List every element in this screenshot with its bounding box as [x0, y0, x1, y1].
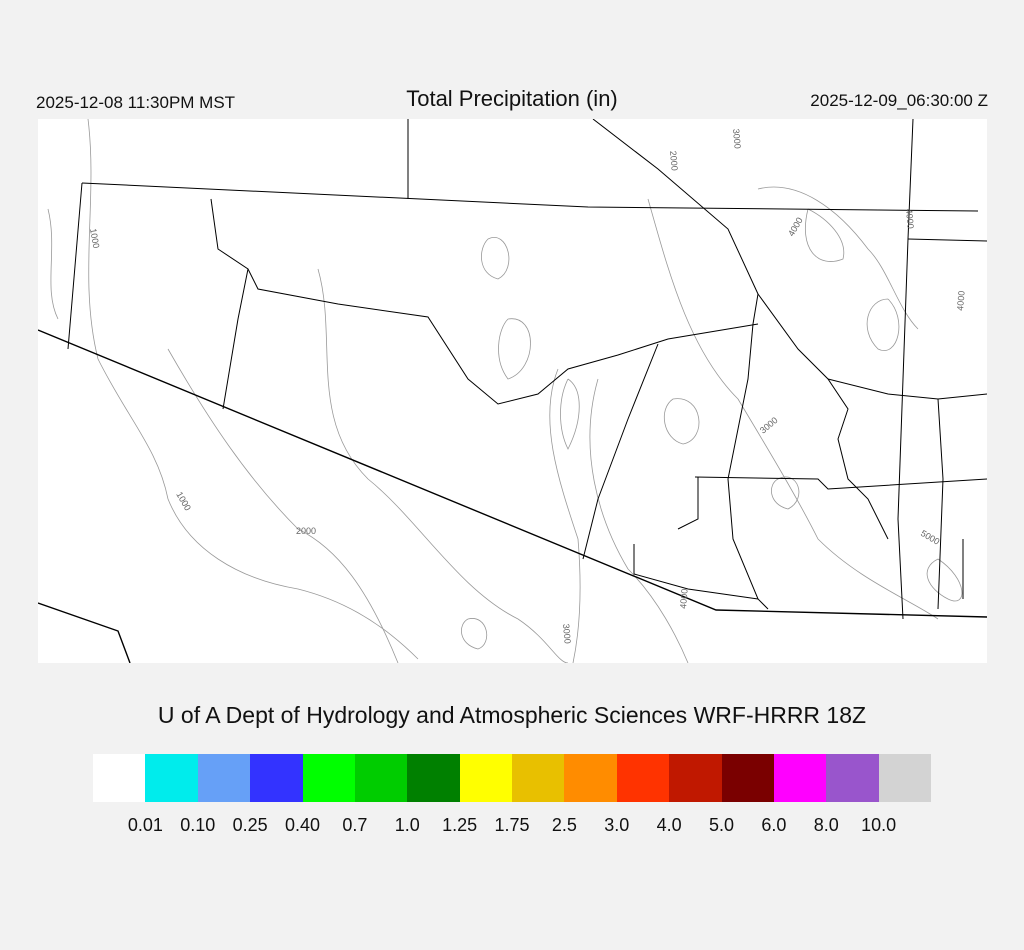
colorbar-label: 1.0	[394, 815, 420, 835]
colorbar-swatch	[512, 754, 565, 802]
colorbar-label: 5.0	[708, 815, 735, 835]
colorbar-label: 0.40	[284, 815, 321, 835]
contour-label: 4000	[678, 588, 690, 609]
contour-label: 3000	[561, 623, 573, 644]
model-credit: U of A Dept of Hydrology and Atmospheric…	[157, 702, 867, 728]
colorbar-swatch	[826, 754, 879, 802]
colorbar-label: 6.0	[761, 815, 787, 835]
terrain-contours	[47, 118, 963, 664]
colorbar-swatch	[197, 754, 251, 802]
contour-label: 1000	[88, 228, 101, 249]
colorbar-swatch	[878, 754, 931, 802]
contour-label: 3000	[731, 128, 743, 149]
colorbar-label: 0.01	[127, 815, 163, 835]
colorbar-labels: 0.01 0.10 0.25 0.40 0.7 1.0 1.25 1.75 2.5 3.0 4.0 5…	[93, 815, 931, 839]
colorbar-swatch	[669, 754, 722, 802]
colorbar-label: 1.75	[494, 815, 530, 835]
contour-label: 2000	[668, 150, 680, 171]
contour-label: 1000	[174, 490, 193, 512]
colorbar-swatch	[773, 754, 827, 802]
colorbar-swatch	[354, 754, 408, 802]
colorbar-swatch	[459, 754, 512, 802]
colorbar-label: 0.10	[180, 815, 216, 835]
colorbar-label: 2.5	[551, 815, 577, 835]
colorbar-label: 4.0	[656, 815, 682, 835]
colorbar-swatch	[616, 754, 670, 802]
map-panel: 1000 1000 2000 2000 3000 3000 3000 4000 …	[37, 118, 988, 664]
colorbar-swatch	[721, 754, 774, 802]
colorbar-swatch	[302, 754, 355, 802]
colorbar	[93, 754, 931, 802]
colorbar-label: 0.25	[232, 815, 268, 835]
utc-time-label: 2025-12-09_06:30:00 Z	[810, 91, 988, 110]
contour-labels: 1000 1000 2000 2000 3000 3000 3000 4000 …	[88, 128, 967, 644]
colorbar-swatch	[93, 754, 146, 802]
contour-label: 4000	[904, 208, 916, 229]
colorbar-swatch	[564, 754, 617, 802]
contour-label: 4000	[955, 290, 967, 311]
local-time-label: 2025-12-08 11:30PM MST	[36, 93, 236, 112]
colorbar-swatch	[407, 754, 460, 802]
colorbar-label: 1.25	[442, 815, 478, 835]
boundaries	[67, 118, 988, 620]
colorbar-swatch	[250, 754, 303, 802]
map-svg: 1000 1000 2000 2000 3000 3000 3000 4000 …	[37, 118, 988, 664]
contour-label: 3000	[758, 415, 780, 436]
contour-label: 4000	[786, 216, 805, 238]
colorbar-label: 0.7	[342, 815, 368, 835]
contour-label: 2000	[296, 526, 316, 536]
contour-label: 5000	[919, 528, 941, 547]
international-border	[37, 329, 988, 664]
colorbar-label: 3.0	[604, 815, 630, 835]
colorbar-swatch	[145, 754, 198, 802]
map-title: Total Precipitation (in)	[406, 86, 618, 111]
colorbar-label: 10.0	[861, 815, 897, 835]
colorbar-label: 8.0	[813, 815, 839, 835]
